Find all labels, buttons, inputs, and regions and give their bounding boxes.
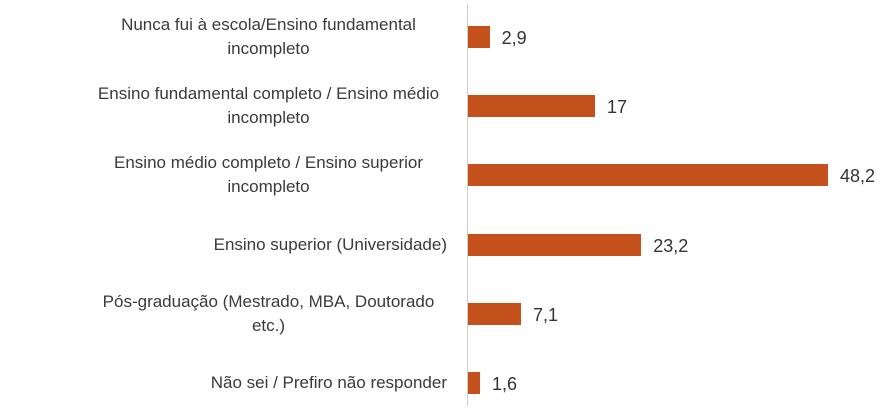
category-label-box: Não sei / Prefiro não responder [7,353,447,413]
bar [468,302,522,325]
category-label-box: Ensino fundamental completo / Ensino méd… [7,76,447,136]
value-label: 17 [606,97,627,118]
bar [468,372,480,394]
bar [468,95,595,118]
category-label-box: Ensino médio completo / Ensino superior … [7,145,447,205]
value-label: 2,9 [501,28,527,48]
value-label: 7,1 [533,304,559,325]
value-label: 1,6 [491,374,517,394]
category-label: Ensino fundamental completo / Ensino méd… [97,84,440,128]
category-label: Nunca fui à escola/Ensino fundamental in… [121,15,416,58]
bar [468,26,490,48]
category-label: Ensino superior (Universidade) [213,234,447,254]
category-label-box: Pós-graduação (Mestrado, MBA, Doutorado … [7,284,447,344]
category-label: Não sei / Prefiro não responder [210,373,447,392]
axis-line [467,4,468,406]
value-label: 23,2 [653,235,689,256]
bar [468,164,828,187]
category-label-box: Nunca fui à escola/Ensino fundamental in… [7,7,447,67]
category-label: Ensino médio completo / Ensino superior … [114,153,423,197]
bar [468,233,642,256]
category-label: Pós-graduação (Mestrado, MBA, Doutorado … [102,291,435,335]
category-label-box: Ensino superior (Universidade) [7,215,447,275]
value-label: 48,2 [840,166,876,187]
